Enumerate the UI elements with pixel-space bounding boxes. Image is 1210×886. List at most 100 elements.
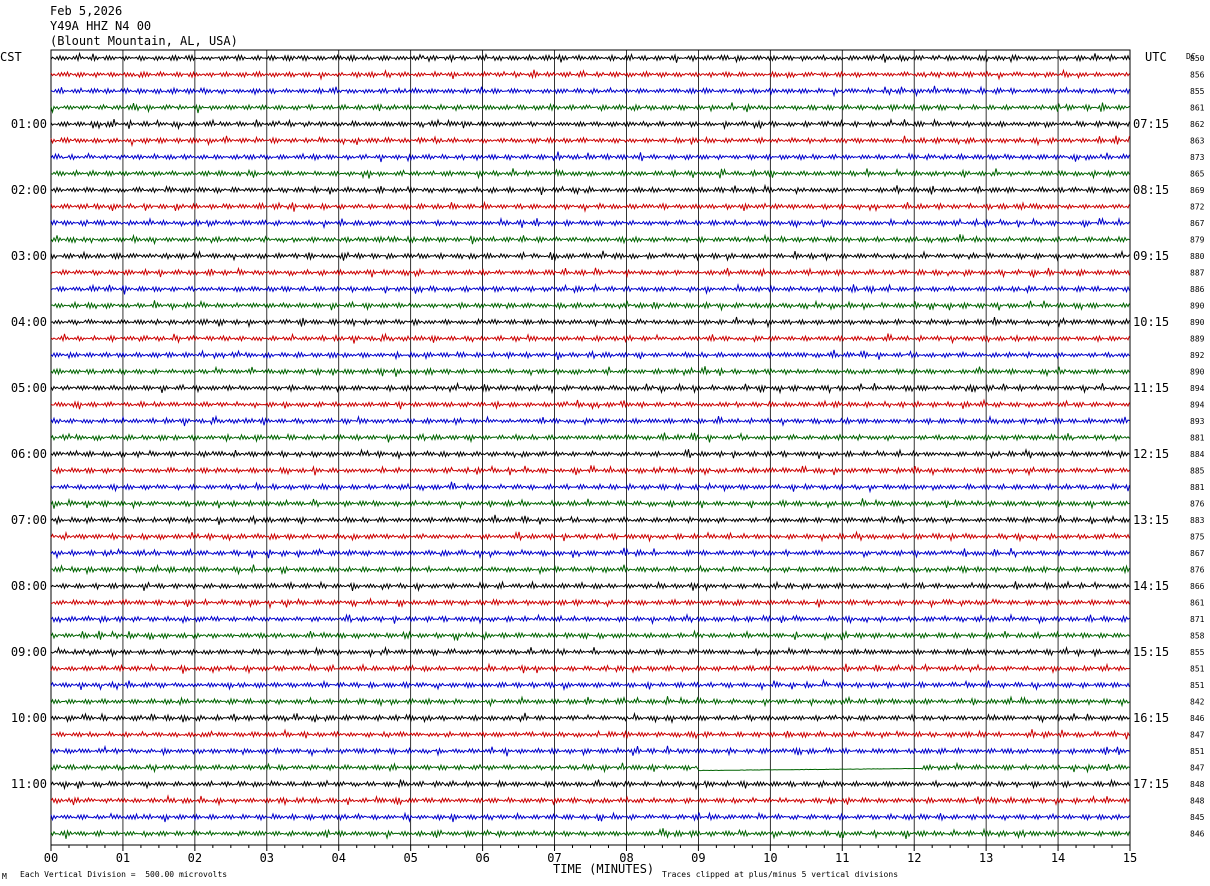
right-hour-label: 10:15 bbox=[1133, 315, 1169, 329]
right-hour-label: 12:15 bbox=[1133, 447, 1169, 461]
header-location: (Blount Mountain, AL, USA) bbox=[50, 34, 238, 48]
seismic-trace bbox=[50, 530, 1130, 543]
right-timezone-label: UTC bbox=[1145, 50, 1167, 64]
dc-offset-label: 892 bbox=[1190, 351, 1205, 360]
dc-offset-label: 847 bbox=[1190, 764, 1205, 773]
right-hour-label: 15:15 bbox=[1133, 645, 1169, 659]
dc-offset-label: 846 bbox=[1190, 830, 1205, 839]
dc-offset-label: 851 bbox=[1190, 681, 1205, 690]
right-hour-label: 17:15 bbox=[1133, 777, 1169, 791]
right-hour-label: 16:15 bbox=[1133, 711, 1169, 725]
dc-offset-label: 890 bbox=[1190, 302, 1205, 311]
seismic-trace bbox=[50, 233, 1130, 246]
seismic-trace bbox=[50, 811, 1130, 823]
x-tick-label: 14 bbox=[1051, 851, 1065, 865]
x-tick-label: 02 bbox=[188, 851, 202, 865]
left-timezone-label: CST bbox=[0, 50, 22, 64]
dc-offset-label: 863 bbox=[1190, 137, 1205, 146]
dc-header-label: DC bbox=[1186, 52, 1196, 61]
dc-offset-label: 890 bbox=[1190, 318, 1205, 327]
right-hour-label: 09:15 bbox=[1133, 249, 1169, 263]
right-hour-label: 13:15 bbox=[1133, 513, 1169, 527]
dc-offset-label: 871 bbox=[1190, 615, 1205, 624]
dc-offset-label: 862 bbox=[1190, 120, 1205, 129]
seismic-trace bbox=[50, 151, 1130, 163]
x-tick-label: 07 bbox=[547, 851, 561, 865]
dc-offset-label: 889 bbox=[1190, 335, 1205, 344]
dc-offset-label: 866 bbox=[1190, 582, 1205, 591]
seismic-trace bbox=[50, 349, 1130, 361]
dc-offset-label: 881 bbox=[1190, 434, 1205, 443]
x-tick-label: 06 bbox=[475, 851, 489, 865]
dc-offset-label: 876 bbox=[1190, 566, 1205, 575]
seismic-trace bbox=[50, 316, 1130, 329]
dc-offset-label: 848 bbox=[1190, 797, 1205, 806]
seismic-trace bbox=[50, 299, 1130, 312]
dc-offset-label: 855 bbox=[1190, 87, 1205, 96]
seismic-trace bbox=[50, 580, 1130, 593]
x-axis-title: TIME (MINUTES) bbox=[553, 862, 655, 876]
dc-offset-label: 890 bbox=[1190, 368, 1205, 377]
seismic-trace bbox=[50, 167, 1130, 180]
dc-offset-label: 884 bbox=[1190, 450, 1205, 459]
x-tick-label: 03 bbox=[260, 851, 274, 865]
dc-offset-label: 842 bbox=[1190, 698, 1205, 707]
x-tick-label: 04 bbox=[332, 851, 346, 865]
seismic-trace bbox=[50, 200, 1130, 213]
seismic-trace bbox=[50, 744, 1130, 758]
dc-offset-label: 850 bbox=[1190, 54, 1205, 63]
header-date: Feb 5,2026 bbox=[50, 4, 123, 18]
dc-offset-label: 872 bbox=[1190, 203, 1205, 212]
x-tick-label: 05 bbox=[403, 851, 417, 865]
dc-offset-label: 865 bbox=[1190, 170, 1205, 179]
dc-offset-label: 873 bbox=[1190, 153, 1205, 162]
plot-frame bbox=[50, 49, 1131, 846]
left-hour-label: 02:00 bbox=[11, 183, 47, 197]
seismic-trace bbox=[50, 761, 1130, 774]
dc-offset-label: 856 bbox=[1190, 71, 1205, 80]
x-tick-label: 01 bbox=[116, 851, 130, 865]
dc-offset-label: 880 bbox=[1190, 252, 1205, 261]
dc-offset-label: 847 bbox=[1190, 731, 1205, 740]
x-tick-label: 12 bbox=[907, 851, 921, 865]
dc-offset-label: 867 bbox=[1190, 549, 1205, 558]
seismic-trace bbox=[50, 645, 1130, 659]
dc-offset-label: 851 bbox=[1190, 747, 1205, 756]
seismic-trace bbox=[50, 118, 1130, 131]
left-hour-label: 07:00 bbox=[11, 513, 47, 527]
left-hour-label: 04:00 bbox=[11, 315, 47, 329]
scale-note: Each Vertical Division = 500.00 microvol… bbox=[20, 870, 228, 879]
seismic-trace bbox=[50, 563, 1130, 576]
right-hour-label: 08:15 bbox=[1133, 183, 1169, 197]
dc-offset-label: 894 bbox=[1190, 401, 1205, 410]
seismic-trace bbox=[50, 448, 1130, 460]
right-hour-label: 14:15 bbox=[1133, 579, 1169, 593]
dc-offset-label: 861 bbox=[1190, 104, 1205, 113]
seismic-trace bbox=[50, 249, 1130, 262]
seismic-trace bbox=[50, 68, 1130, 81]
dc-offset-label: 881 bbox=[1190, 483, 1205, 492]
dc-offset-label: 886 bbox=[1190, 285, 1205, 294]
dc-offset-label: 885 bbox=[1190, 467, 1205, 476]
x-tick-label: 08 bbox=[619, 851, 633, 865]
left-hour-label: 06:00 bbox=[11, 447, 47, 461]
seismic-trace bbox=[50, 597, 1130, 610]
seismic-trace bbox=[50, 514, 1130, 526]
seismic-trace bbox=[50, 547, 1130, 560]
seismic-trace bbox=[50, 629, 1130, 642]
x-tick-label: 15 bbox=[1123, 851, 1137, 865]
seismic-trace bbox=[50, 481, 1130, 494]
seismic-trace bbox=[50, 497, 1130, 510]
seismic-trace bbox=[50, 381, 1130, 395]
dc-offset-label: 845 bbox=[1190, 813, 1205, 822]
dc-offset-label: 894 bbox=[1190, 384, 1205, 393]
left-hour-label: 10:00 bbox=[11, 711, 47, 725]
seismic-trace bbox=[50, 613, 1130, 626]
left-hour-label: 03:00 bbox=[11, 249, 47, 263]
dc-offset-label: 848 bbox=[1190, 780, 1205, 789]
seismic-trace bbox=[50, 464, 1130, 477]
seismic-trace bbox=[50, 183, 1130, 196]
left-hour-label: 08:00 bbox=[11, 579, 47, 593]
right-hour-label: 11:15 bbox=[1133, 381, 1169, 395]
